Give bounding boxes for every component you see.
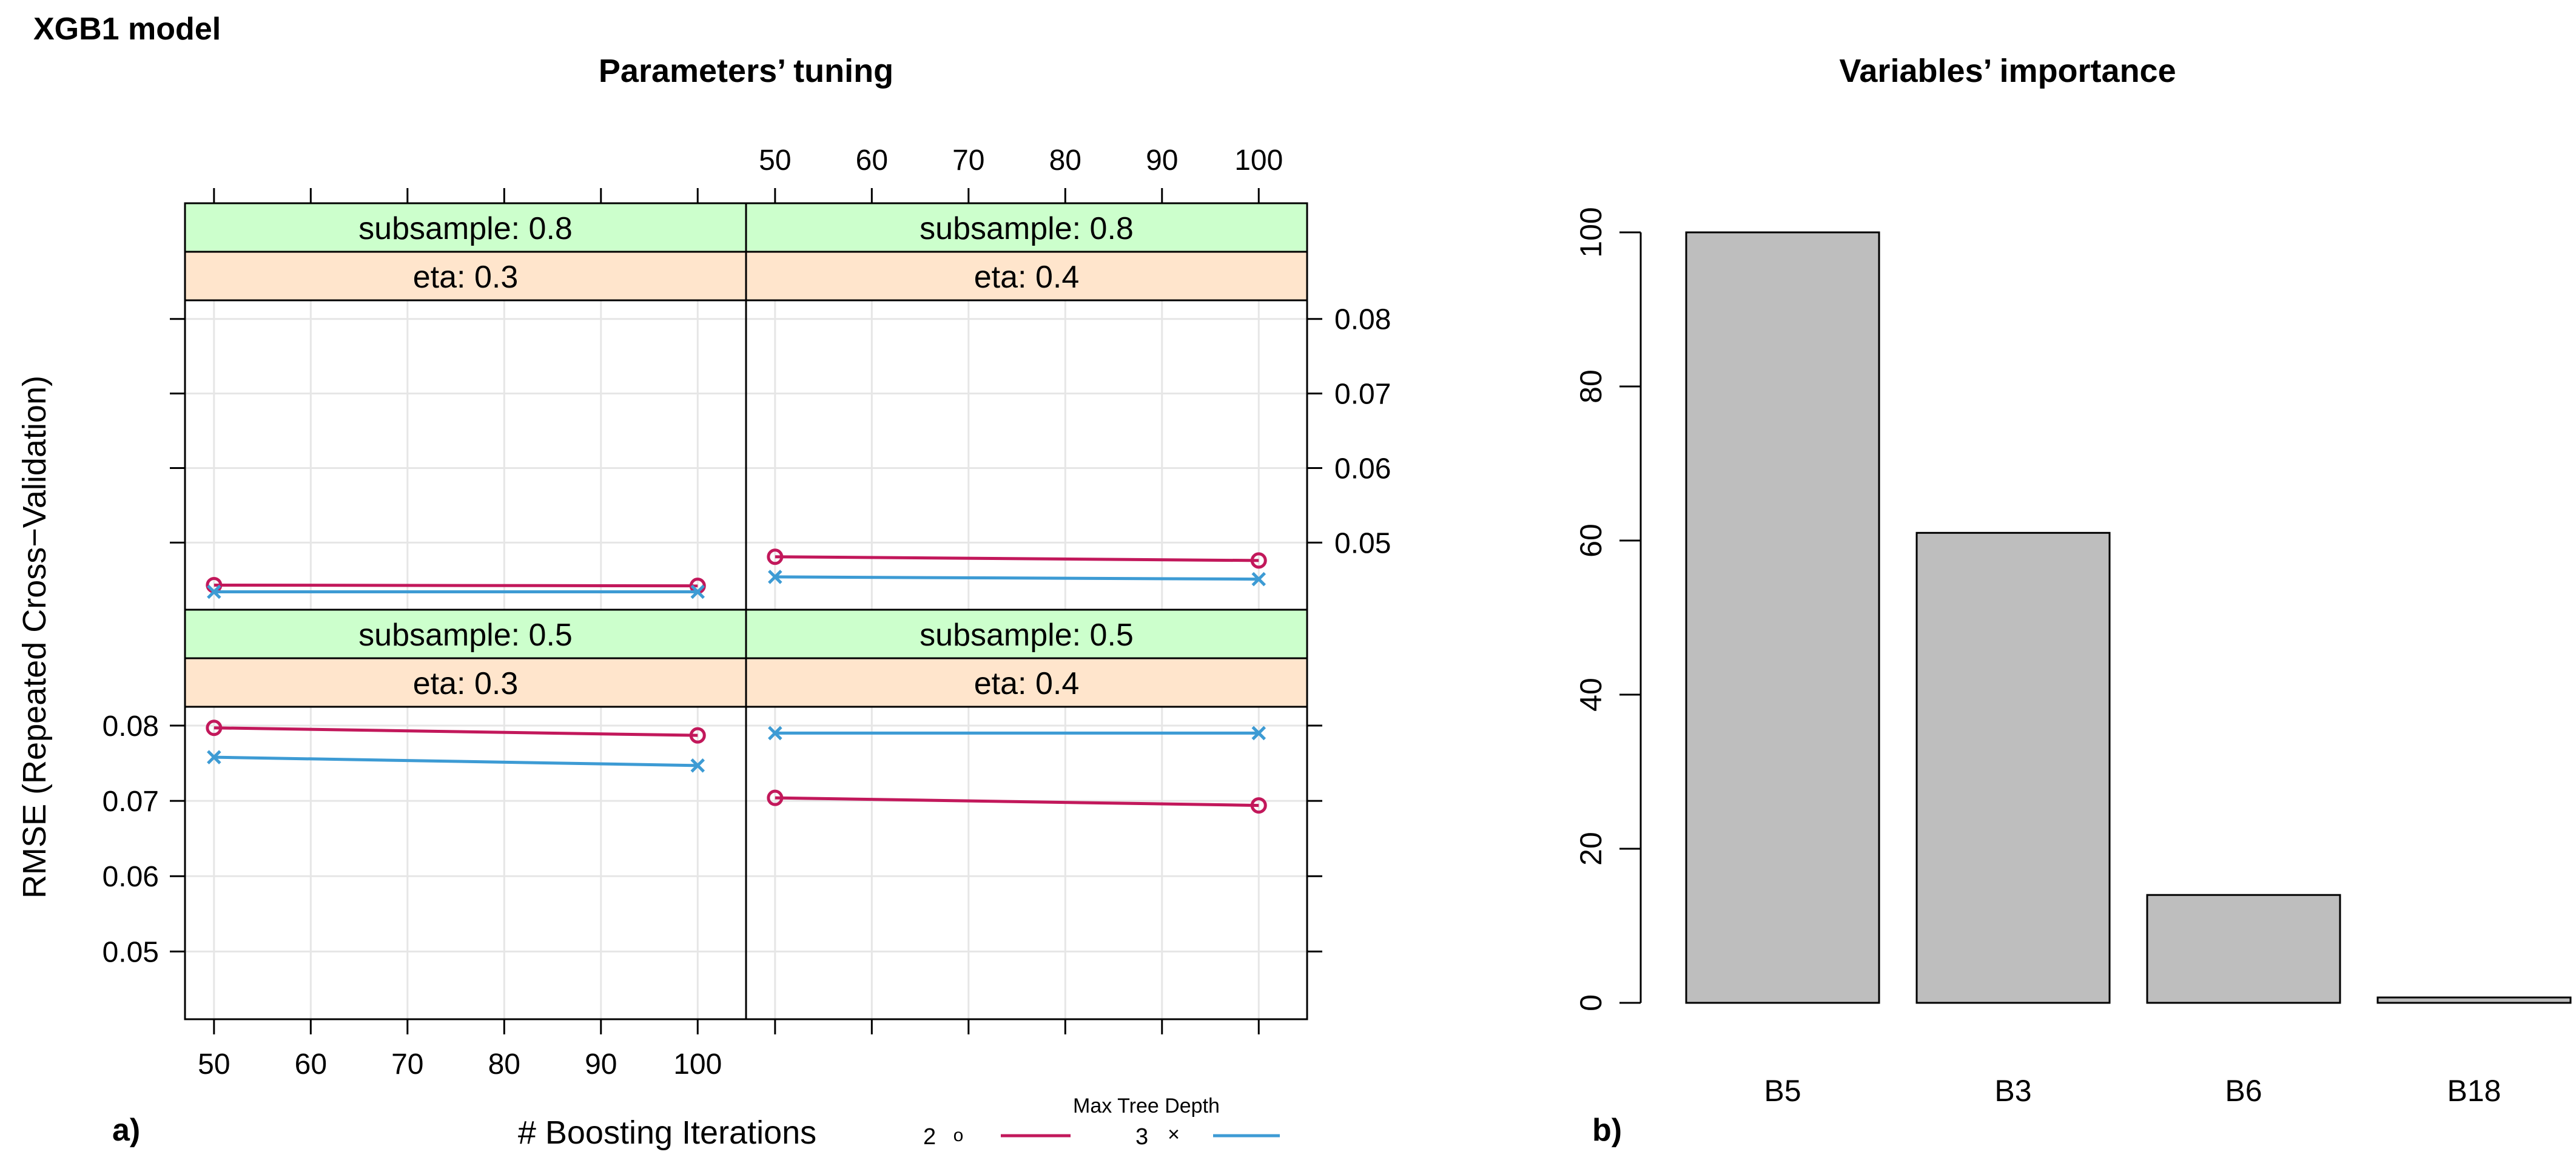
point-depth-2 [1250, 552, 1267, 569]
bar-B3 [1915, 531, 2111, 1004]
point-depth-3 [1251, 726, 1266, 741]
bar-B6 [2146, 894, 2341, 1004]
series-line-depth-2 [775, 796, 1259, 807]
x-tick-label-bottom: 90 [585, 1048, 617, 1080]
x-tick-label-bottom: 100 [673, 1048, 722, 1080]
facet-frame [184, 299, 747, 611]
facet-top-right: subsample: 0.8 eta: 0.4 [745, 202, 1308, 611]
bar-y-tick-label: 40 [1574, 678, 1608, 712]
point-depth-2 [1250, 797, 1267, 814]
x-tick-label-top: 100 [1234, 144, 1283, 177]
y-tick-label-left: 0.07 [103, 786, 159, 818]
legend-marker-depth-2: o [953, 1125, 964, 1145]
panel-b-label: b) [1592, 1113, 1622, 1148]
point-depth-2 [767, 548, 784, 565]
x-tick-label-top: 90 [1146, 144, 1178, 177]
strip-eta [745, 657, 1308, 708]
strip-eta-label: eta: 0.4 [974, 666, 1079, 701]
strip-subsample-label: subsample: 0.8 [920, 211, 1134, 246]
panel-a-title: Parameters’ tuning [599, 53, 893, 89]
point-depth-3 [768, 726, 782, 741]
x-tick-label-top: 60 [856, 144, 888, 177]
facet-grid: subsample: 0.8 eta: 0.3 subsample: 0.8 eta:… [184, 202, 1308, 1020]
legend-label-depth-3: 3 [1135, 1124, 1148, 1150]
strip-eta-label: eta: 0.3 [413, 666, 518, 701]
strip-eta-label: eta: 0.4 [974, 260, 1079, 295]
bar-y-tick-label: 60 [1574, 524, 1608, 558]
legend-marker-depth-3: × [1168, 1123, 1180, 1146]
legend: Max Tree Depth 2 o 3 × [923, 1094, 1280, 1150]
panel-b-title: Variables’ importance [1839, 53, 2176, 89]
point-depth-2 [767, 789, 784, 806]
strip-subsample-label: subsample: 0.8 [358, 211, 573, 246]
y-tick-label-left: 0.08 [103, 710, 159, 743]
point-depth-2 [689, 727, 706, 744]
bar-y-tick-label: 100 [1574, 207, 1608, 257]
strip-subsample-label: subsample: 0.5 [358, 618, 573, 653]
x-axis-top: 50 60 70 80 90 100 [213, 144, 1283, 203]
x-tick-label-top: 80 [1049, 144, 1081, 177]
bar-label-B5: B5 [1764, 1074, 1801, 1108]
point-depth-3 [768, 570, 782, 584]
series-line-depth-2 [214, 726, 698, 737]
y-tick-label-right: 0.08 [1334, 304, 1391, 336]
series-line-depth-2 [775, 555, 1259, 562]
legend-title: Max Tree Depth [1073, 1094, 1220, 1117]
legend-label-depth-2: 2 [923, 1124, 936, 1150]
figure-title: XGB1 model [33, 12, 221, 47]
strip-subsample-label: subsample: 0.5 [920, 618, 1134, 653]
point-depth-3 [1251, 571, 1266, 587]
bar-y-tick-label: 0 [1574, 994, 1608, 1011]
x-tick-label-bottom: 50 [198, 1048, 230, 1080]
strip-eta [184, 251, 747, 302]
facet-frame [745, 706, 1308, 1020]
x-tick-label-top: 70 [952, 144, 984, 177]
y-tick-label-right: 0.06 [1334, 453, 1391, 485]
panel-b: Variables’ importance b) 0 20 40 60 80 100 B5 B… [1574, 53, 2572, 1148]
point-depth-3 [207, 750, 221, 764]
panel-a-label: a) [112, 1113, 140, 1148]
strip-subsample [745, 608, 1308, 659]
strip-subsample [184, 202, 747, 253]
point-depth-3 [690, 584, 705, 599]
facet-top-left: subsample: 0.8 eta: 0.3 [184, 202, 747, 611]
bar-label-B18: B18 [2447, 1074, 2501, 1108]
facet-frame [184, 706, 747, 1020]
x-tick-label-bottom: 60 [295, 1048, 327, 1080]
bar-B18 [2376, 996, 2572, 1004]
y-axis-left: 0.05 0.06 0.07 0.08 [103, 318, 185, 968]
strip-eta-label: eta: 0.3 [413, 260, 518, 295]
importance-bar-chart: 0 20 40 60 80 100 B5 B3 B6 B18 [1574, 207, 2572, 1108]
bar-y-tick-label: 80 [1574, 369, 1608, 403]
y-tick-label-right: 0.05 [1334, 527, 1391, 559]
x-axis-label: # Boosting Iterations [518, 1114, 816, 1151]
strip-eta [745, 251, 1308, 302]
strip-subsample [184, 608, 747, 659]
facet-bottom-right: subsample: 0.5 eta: 0.4 [745, 608, 1308, 1020]
x-tick-label-bottom: 80 [488, 1048, 520, 1080]
facet-bottom-left: subsample: 0.5 eta: 0.3 [184, 608, 747, 1020]
panel-a: Parameters’ tuning a) # Boosting Iterati… [16, 53, 1391, 1151]
point-depth-3 [690, 758, 705, 773]
y-tick-label-left: 0.05 [103, 936, 159, 968]
x-tick-label-top: 50 [759, 144, 791, 177]
bar-y-tick-label: 20 [1574, 832, 1608, 866]
bar-label-B3: B3 [1994, 1074, 2031, 1108]
point-depth-2 [206, 720, 223, 737]
bar-label-B6: B6 [2225, 1074, 2262, 1108]
x-tick-label-bottom: 70 [391, 1048, 423, 1080]
x-axis-bottom: 50 60 70 80 90 100 [198, 1019, 1260, 1080]
bar-B5 [1685, 231, 1880, 1004]
series-line-depth-3 [775, 575, 1259, 581]
series-line-depth-3 [214, 755, 698, 767]
y-axis-label: RMSE (Repeated Cross−Validation) [16, 376, 53, 898]
y-tick-label-left: 0.06 [103, 861, 159, 893]
facet-frame [745, 299, 1308, 611]
point-depth-3 [207, 584, 221, 599]
y-axis-right: 0.05 0.06 0.07 0.08 [1307, 304, 1391, 952]
y-tick-label-right: 0.07 [1334, 379, 1391, 411]
